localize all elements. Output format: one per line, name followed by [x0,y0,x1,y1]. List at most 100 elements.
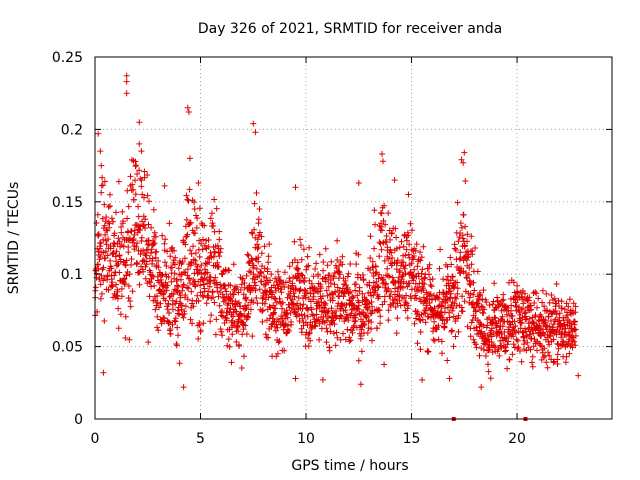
data-point [133,243,140,250]
data-point [380,217,387,224]
data-point [226,267,233,274]
data-point [515,344,522,351]
data-point [320,267,327,274]
data-point [215,293,222,300]
data-point [126,336,133,343]
data-point [439,350,445,357]
data-point [392,304,399,311]
data-point [312,266,319,272]
data-point [142,216,149,223]
data-point [505,338,512,345]
data-point [332,289,339,296]
data-point [174,282,181,289]
data-point [383,233,390,239]
data-point [320,259,327,265]
data-point [328,305,335,312]
y-tick-label: 0.1 [61,267,83,283]
data-point [283,307,290,314]
data-point [307,319,314,326]
data-point [184,284,191,291]
data-point [181,255,188,262]
data-point [347,337,354,344]
data-point [563,300,570,307]
data-point [191,199,198,206]
data-point [152,233,159,240]
data-point [483,299,490,306]
data-point [334,237,341,244]
data-point [489,301,496,308]
data-point [127,303,134,310]
data-point [150,206,157,213]
data-point [459,293,466,300]
data-point [92,284,99,291]
data-point [158,272,165,279]
data-point [426,261,433,268]
data-point [274,282,281,288]
data-point [233,339,240,345]
data-point [271,295,278,302]
data-point [192,250,199,257]
data-point [138,234,145,241]
data-point [286,328,293,334]
data-point [157,276,164,283]
data-point [386,273,393,280]
x-tick-labels: 0 5 10 15 20 [91,431,526,447]
data-point [141,174,148,181]
data-point [355,357,362,364]
data-point [342,336,349,343]
data-point [229,331,236,338]
data-point [104,252,111,259]
data-point [193,212,199,219]
data-point [418,254,425,261]
data-point [359,290,366,297]
data-point [275,268,281,275]
data-point [272,275,279,282]
data-point [512,329,519,336]
data-point [192,230,198,237]
data-point [182,292,189,298]
data-point [254,236,261,243]
data-point [480,322,487,329]
data-point [387,293,394,300]
data-point [435,336,442,343]
data-point [338,313,345,320]
data-point [415,273,422,280]
data-point [165,320,172,327]
data-point [478,328,485,335]
data-point [157,300,164,307]
data-point [504,341,511,348]
data-point [449,274,456,280]
data-point [274,350,281,357]
data-point [408,260,415,267]
data-point [210,294,216,301]
data-point [99,182,106,189]
data-point [206,283,213,290]
data-point [139,218,146,225]
data-point [533,290,540,297]
data-point [182,241,189,248]
data-point [485,361,491,368]
data-point [303,289,310,296]
data-point [244,251,251,258]
data-point [464,254,471,261]
data-point [411,320,418,327]
data-point [298,311,305,318]
data-point [258,233,265,240]
data-point [466,271,472,278]
data-point [294,273,301,280]
data-point [199,246,206,253]
data-point [517,348,523,354]
data-point [183,192,190,199]
data-point [294,259,301,266]
data-point [342,307,349,314]
data-point [320,313,327,320]
data-point [313,260,320,267]
data-point [431,292,437,299]
data-point [188,288,195,295]
data-point [393,266,400,273]
y-tick-label: 0.05 [52,340,83,356]
data-point [514,282,521,289]
data-point [111,272,118,279]
data-point [548,292,555,298]
data-point [181,310,188,317]
